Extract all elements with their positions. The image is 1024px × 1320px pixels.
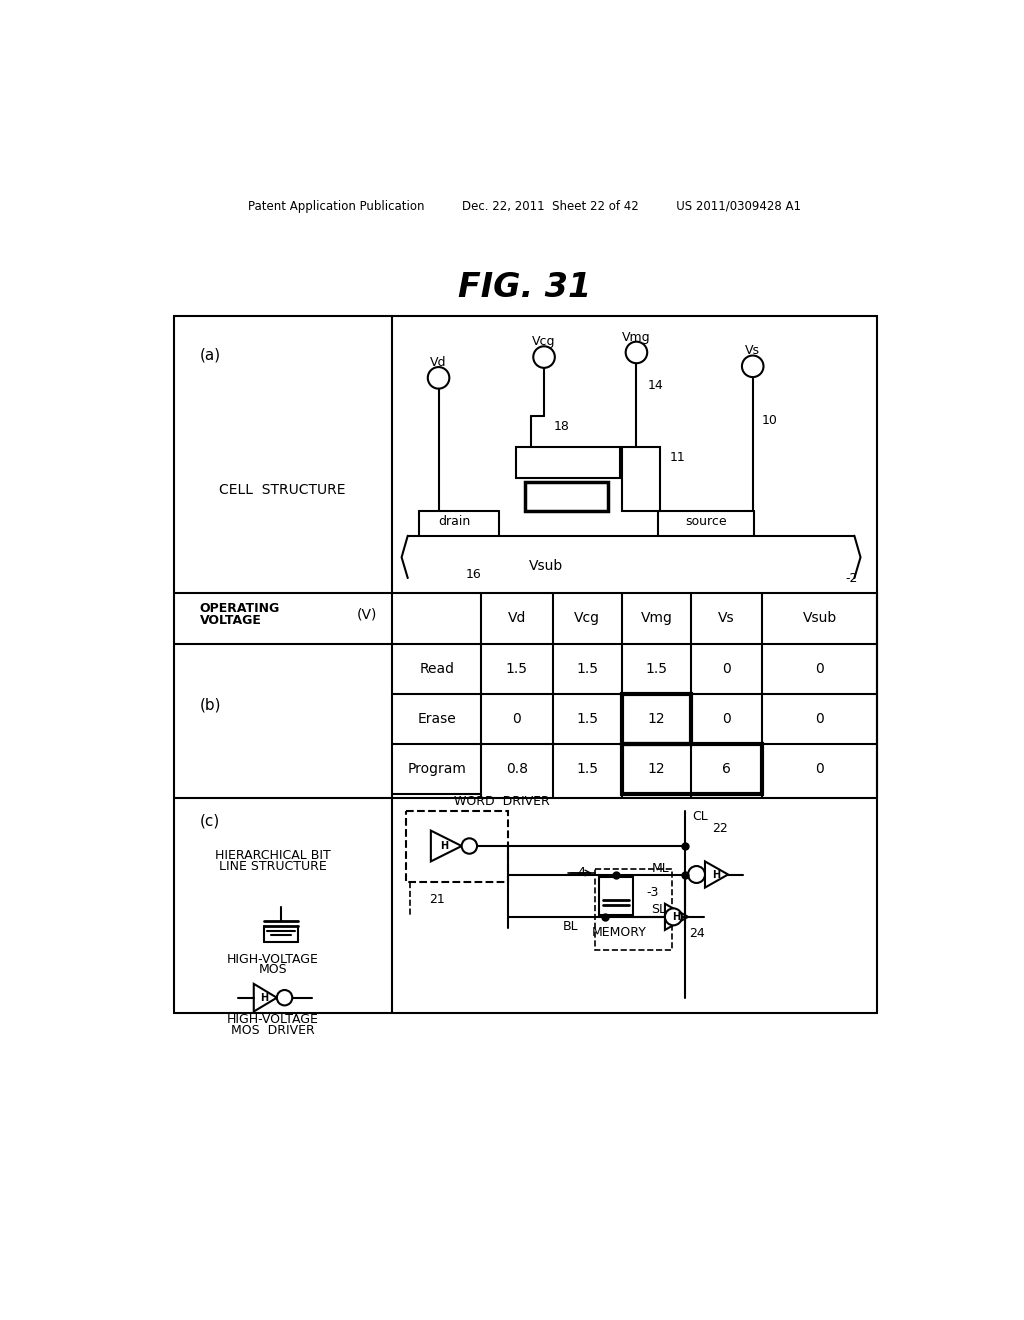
Text: 1.5: 1.5: [577, 711, 598, 726]
Text: Program: Program: [408, 762, 466, 776]
Bar: [595, 869, 672, 950]
Text: Vsub: Vsub: [529, 560, 563, 573]
Text: MEMORY: MEMORY: [592, 925, 647, 939]
Text: Vcg: Vcg: [532, 335, 556, 348]
Text: (a): (a): [200, 347, 221, 362]
Bar: [622, 743, 762, 793]
Text: 0: 0: [512, 711, 521, 726]
Text: 21: 21: [429, 894, 444, 907]
Text: MOS  DRIVER: MOS DRIVER: [231, 1023, 315, 1036]
Text: 0: 0: [815, 762, 824, 776]
Text: 1.5: 1.5: [577, 762, 598, 776]
Text: BL: BL: [563, 920, 579, 933]
Text: 0: 0: [722, 711, 731, 726]
Text: 10: 10: [762, 413, 778, 426]
Circle shape: [688, 866, 705, 883]
Text: Vs: Vs: [718, 611, 735, 626]
Text: H: H: [260, 993, 268, 1003]
Text: drain: drain: [438, 515, 470, 528]
Text: 22: 22: [712, 822, 728, 834]
Text: H: H: [712, 870, 720, 879]
Text: 14: 14: [648, 379, 664, 392]
Text: Vsub: Vsub: [803, 611, 837, 626]
Text: 16: 16: [465, 568, 481, 581]
Text: (c): (c): [200, 813, 220, 828]
Text: -3: -3: [646, 886, 658, 899]
Text: HIGH-VOLTAGE: HIGH-VOLTAGE: [227, 1012, 318, 1026]
Bar: [174, 317, 878, 1014]
Text: (V): (V): [356, 607, 377, 622]
Text: (b): (b): [200, 697, 221, 713]
Bar: [515, 447, 620, 478]
Text: SL: SL: [650, 903, 666, 916]
Circle shape: [534, 346, 555, 368]
Text: 11: 11: [670, 450, 685, 463]
Bar: [407, 812, 508, 882]
Text: FIG. 31: FIG. 31: [458, 272, 592, 305]
Text: 1.5: 1.5: [645, 661, 668, 676]
Text: Vmg: Vmg: [641, 611, 673, 626]
Text: 12: 12: [647, 762, 666, 776]
Circle shape: [665, 908, 682, 925]
Text: 6: 6: [722, 762, 731, 776]
Text: 24: 24: [688, 927, 705, 940]
Text: LINE STRUCTURE: LINE STRUCTURE: [219, 861, 327, 874]
Text: 1.5: 1.5: [506, 661, 527, 676]
Text: HIGH-VOLTAGE: HIGH-VOLTAGE: [227, 953, 318, 966]
Bar: [622, 693, 691, 743]
Circle shape: [428, 367, 450, 388]
Text: Patent Application Publication          Dec. 22, 2011  Sheet 22 of 42          U: Patent Application Publication Dec. 22, …: [248, 199, 802, 213]
Text: WORD  DRIVER: WORD DRIVER: [454, 795, 550, 808]
Text: 18: 18: [553, 420, 569, 433]
Text: VOLTAGE: VOLTAGE: [200, 614, 262, 627]
Text: CELL  STRUCTURE: CELL STRUCTURE: [219, 483, 345, 496]
Text: Vs: Vs: [745, 345, 760, 358]
Text: -2: -2: [845, 572, 857, 585]
Text: Vd: Vd: [430, 356, 446, 370]
Text: 0: 0: [815, 711, 824, 726]
Circle shape: [462, 838, 477, 854]
Text: H: H: [440, 841, 449, 851]
Text: MOS: MOS: [259, 964, 288, 977]
Text: source: source: [686, 515, 727, 528]
Bar: [622, 447, 660, 511]
Circle shape: [276, 990, 292, 1006]
Text: Vmg: Vmg: [623, 330, 651, 343]
Text: 0.8: 0.8: [506, 762, 527, 776]
Text: Read: Read: [419, 661, 454, 676]
Text: Vcg: Vcg: [574, 611, 600, 626]
Text: 0: 0: [722, 661, 731, 676]
Text: CL: CL: [692, 810, 709, 824]
Text: OPERATING: OPERATING: [200, 602, 281, 615]
Text: Erase: Erase: [417, 711, 456, 726]
Bar: [599, 876, 634, 915]
Circle shape: [626, 342, 647, 363]
Bar: [524, 482, 608, 511]
Text: ML: ML: [652, 862, 670, 875]
Text: 0: 0: [815, 661, 824, 676]
Text: H: H: [672, 912, 680, 921]
Text: 12: 12: [647, 711, 666, 726]
Text: HIERARCHICAL BIT: HIERARCHICAL BIT: [215, 849, 331, 862]
Text: 4-: 4-: [578, 866, 590, 879]
Text: 1.5: 1.5: [577, 661, 598, 676]
Text: Vd: Vd: [508, 611, 526, 626]
Circle shape: [742, 355, 764, 378]
